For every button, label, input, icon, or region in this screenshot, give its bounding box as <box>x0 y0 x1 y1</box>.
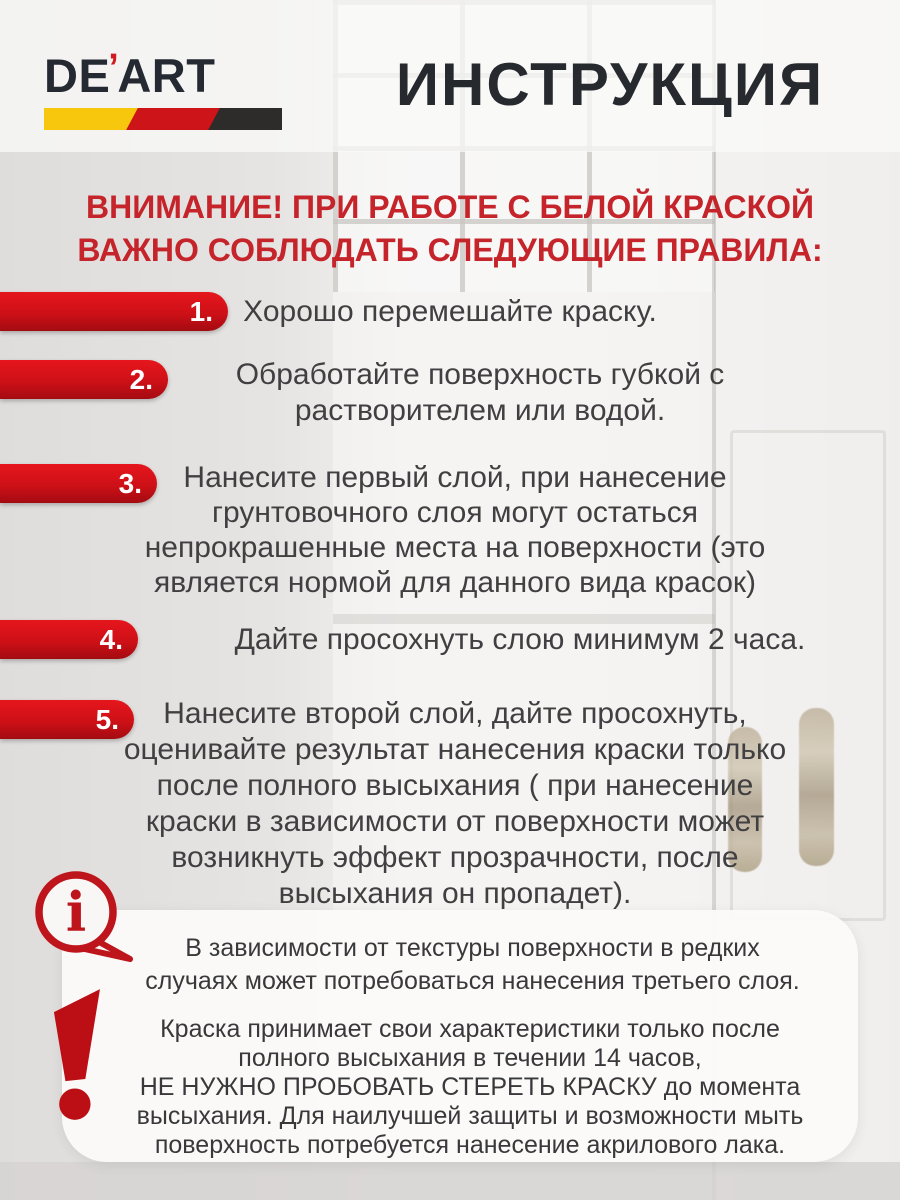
step-item-4: 4. Дайте просохнуть слою минимум 2 часа. <box>0 620 900 659</box>
step-number-badge: 1. <box>0 292 228 331</box>
step-number-badge: 2. <box>0 360 168 399</box>
note-drying: Краска принимает свои характеристики тол… <box>136 1015 804 1159</box>
step-text: Обработайте поверхность губкой с раствор… <box>235 358 725 427</box>
exclamation-icon <box>53 989 100 1120</box>
logo-part2: ART <box>117 49 216 102</box>
note-third-coat: В зависимости от текстуры поверхности в … <box>145 934 800 995</box>
svg-text:i: i <box>66 880 87 944</box>
step-number-badge: 4. <box>0 620 138 659</box>
notes-panel <box>62 910 858 1162</box>
bottom-gray-band <box>0 1162 900 1200</box>
step-text: Нанесите второй слой, дайте просохнуть, … <box>123 697 787 910</box>
brand-logo: DE’ART <box>44 49 284 130</box>
logo-part1: DE <box>44 49 111 102</box>
page-title: ИНСТРУКЦИЯ <box>395 51 825 118</box>
door-handle-icon <box>728 727 762 872</box>
info-icon: i <box>35 871 133 962</box>
door-rail <box>333 614 715 624</box>
step-number-badge: 3. <box>0 464 157 503</box>
step-text: Дайте просохнуть слою минимум 2 часа. <box>234 623 806 656</box>
step-number-badge: 5. <box>0 700 134 739</box>
step-item-3: 3. Нанесите первый слой, при нанесение г… <box>0 460 900 600</box>
step-item-2: 2. Обработайте поверхность губкой с раст… <box>0 357 900 429</box>
step-text: Хорошо перемешайте краску. <box>243 295 657 328</box>
step-item-1: 1. Хорошо перемешайте краску. <box>0 292 900 331</box>
step-item-5: 5. Нанесите второй слой, дайте просохнут… <box>0 696 900 912</box>
brand-logo-text: DE’ART <box>44 49 284 102</box>
stripe-black-segment <box>208 108 282 130</box>
step-text: Нанесите первый слой, при нанесение грун… <box>144 461 766 599</box>
logo-apostrophe: ’ <box>108 47 120 89</box>
brand-stripe-icon <box>44 108 282 130</box>
door-edge-line <box>712 0 716 1200</box>
warning-text: ВНИМАНИЕ! ПРИ РАБОТЕ С БЕЛОЙ КРАСКОЙ ВАЖ… <box>77 189 823 268</box>
door-handle-icon <box>799 708 834 866</box>
